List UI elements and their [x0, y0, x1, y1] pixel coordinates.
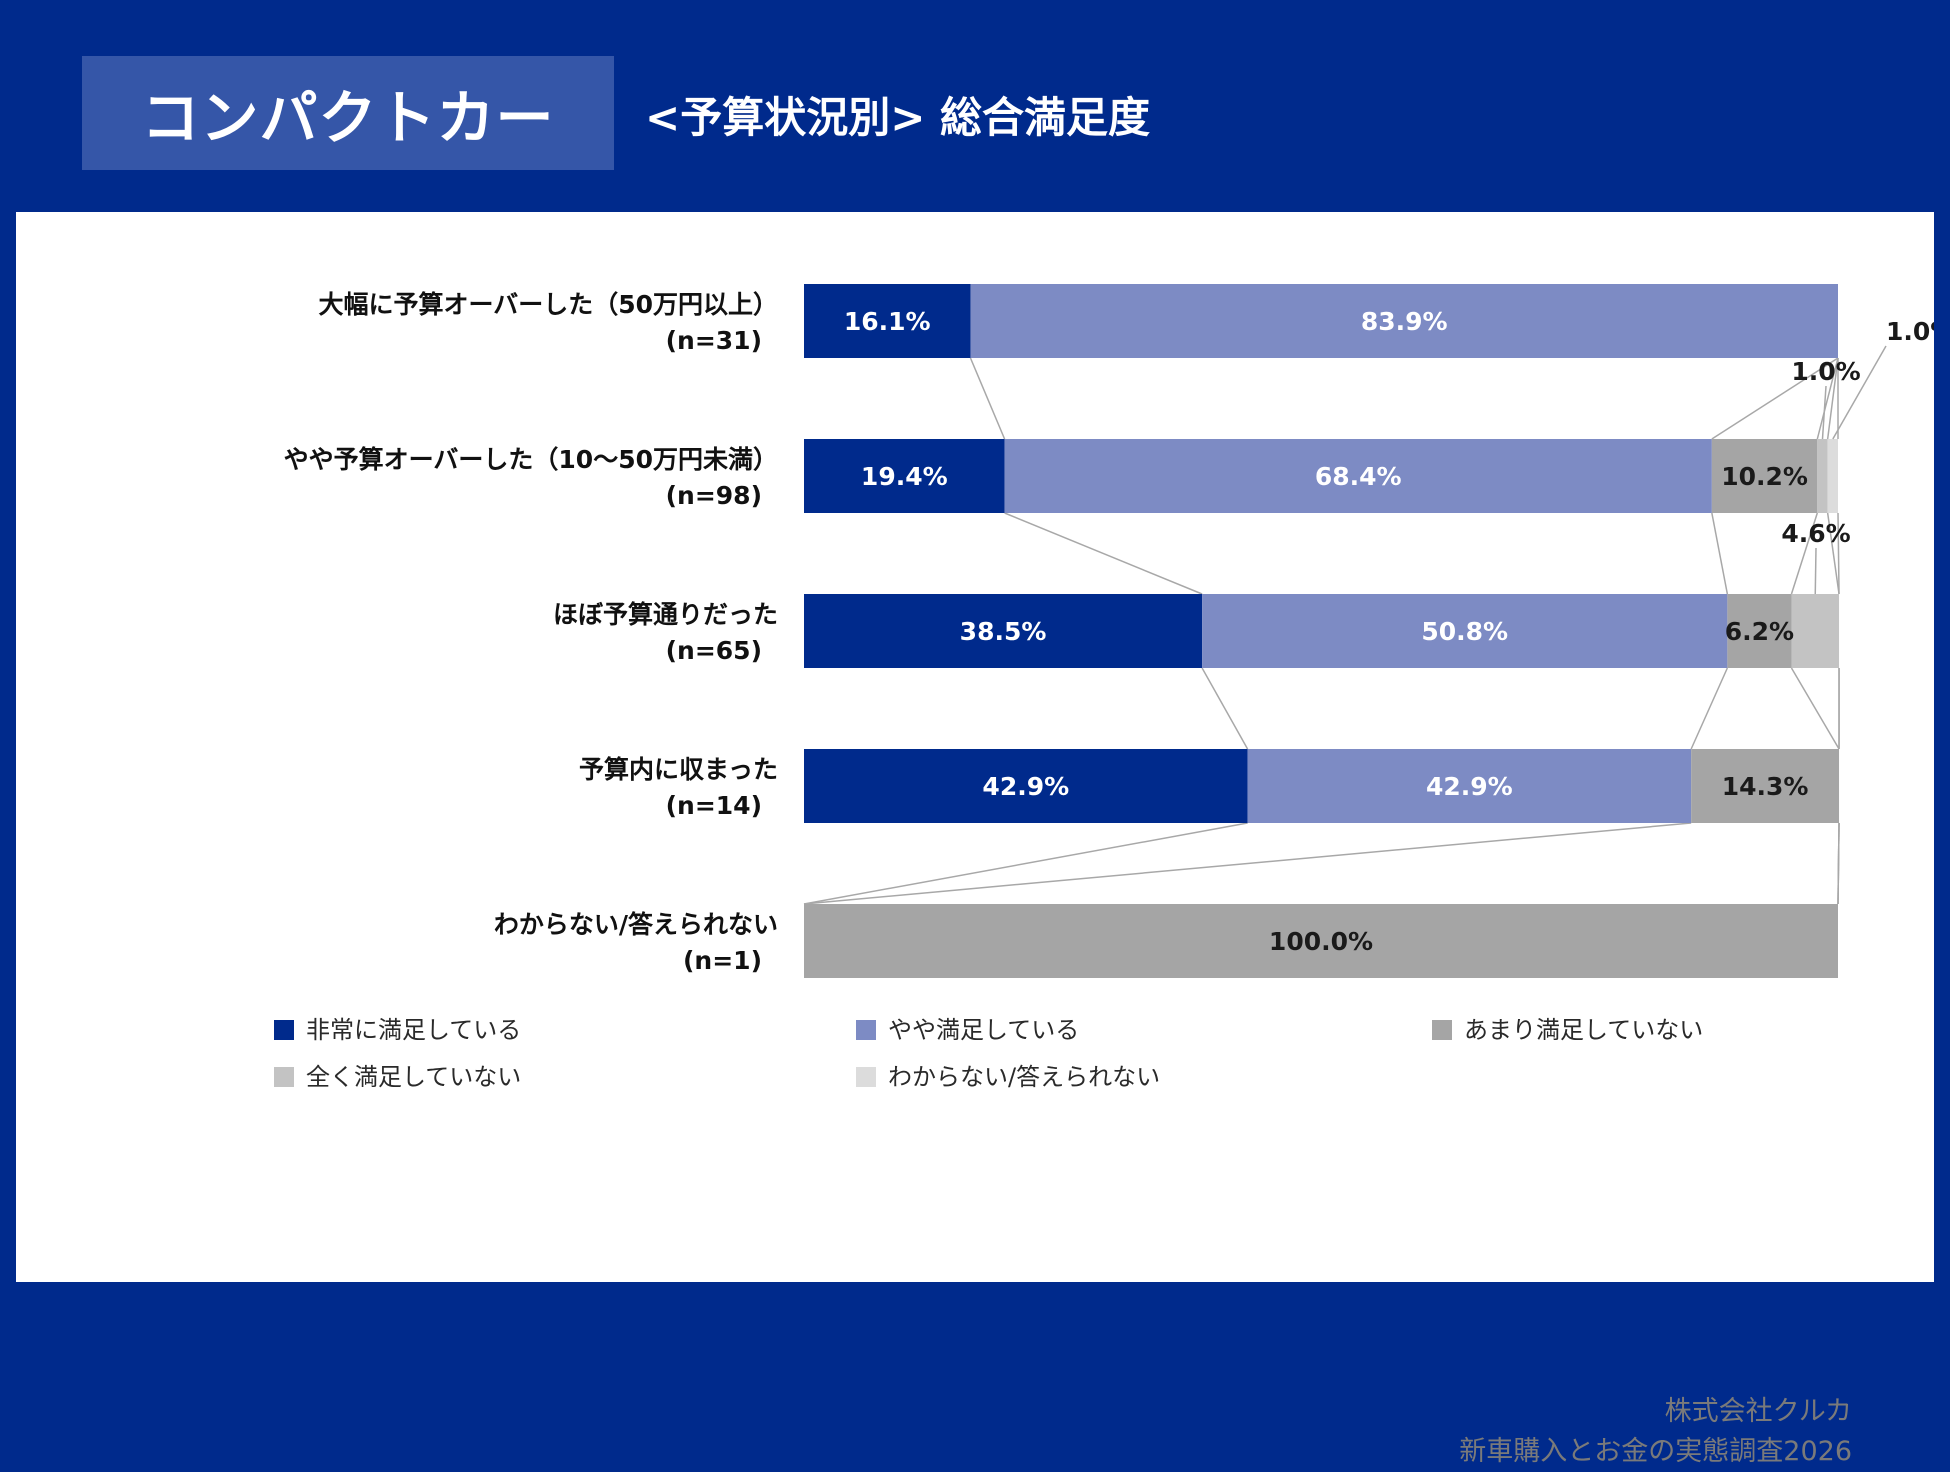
chart-panel: 16.1% 83.9% 19.4% 68.4% 10.2% 38.5% 50.8% 6.2% 4…	[16, 212, 1934, 1467]
company-name: 株式会社クルカ	[1664, 1396, 1852, 1427]
bar-segment	[804, 439, 1005, 513]
bar-segment	[1711, 439, 1818, 513]
legend-swatch	[856, 1020, 876, 1040]
category-n-label: (n=1)	[683, 946, 762, 975]
callout-leader	[1814, 547, 1817, 595]
bar-segment	[804, 749, 1248, 823]
callout-label: 4.6%	[1781, 519, 1850, 548]
legend-swatch	[274, 1067, 294, 1087]
data-label: 16.1%	[844, 307, 931, 336]
series-line	[1837, 512, 1840, 595]
data-label: 42.9%	[1426, 772, 1513, 801]
bar-segment	[970, 284, 1838, 358]
series-line	[1201, 667, 1249, 750]
chart-subtitle: <予算状況別> 総合満足度	[645, 92, 1151, 142]
bar-segment	[1791, 594, 1840, 668]
category-label: やや予算オーバーした（10～50万円未満）	[284, 445, 778, 474]
series-line	[1711, 512, 1729, 595]
series-line	[969, 357, 1006, 440]
series-line	[1816, 357, 1839, 440]
bar-segment	[1827, 439, 1838, 513]
page-title: コンパクトカー	[82, 56, 614, 170]
bar-segment	[1004, 439, 1712, 513]
legend-swatch	[856, 1067, 876, 1087]
bar-segment	[1691, 749, 1840, 823]
category-n-label: (n=65)	[666, 636, 762, 665]
data-label: 42.9%	[982, 772, 1069, 801]
bar-segment	[1727, 594, 1792, 668]
data-label: 6.2%	[1725, 617, 1794, 646]
legend-label: わからない/答えられない	[888, 1063, 1160, 1091]
callout-label: 1.0%	[1791, 357, 1860, 386]
bar-segment	[1817, 439, 1828, 513]
series-line	[1690, 667, 1729, 750]
bar-segment	[804, 594, 1203, 668]
callout-leader	[1832, 345, 1887, 440]
data-label: 10.2%	[1721, 462, 1808, 491]
data-label: 50.8%	[1421, 617, 1508, 646]
legend-label: やや満足している	[888, 1016, 1079, 1044]
category-label: 予算内に収まった	[579, 755, 778, 784]
series-line	[1826, 357, 1839, 440]
category-label: わからない/答えられない	[494, 910, 778, 939]
data-label: 100.0%	[1269, 927, 1373, 956]
legend-label: あまり満足していない	[1464, 1016, 1703, 1044]
stacked-bar-chart: 16.1% 83.9% 19.4% 68.4% 10.2% 38.5% 50.8% 6.2% 4…	[274, 284, 1934, 1091]
data-label: 14.3%	[1722, 772, 1809, 801]
series-line	[1826, 512, 1840, 595]
callout-label: 1.0%	[1886, 317, 1934, 346]
series-line	[1790, 512, 1819, 595]
legend-swatch	[274, 1020, 294, 1040]
survey-name: 新車購入とお金の実態調査2026	[1459, 1436, 1852, 1467]
series-line	[803, 822, 1248, 905]
callout-leader	[1821, 385, 1827, 440]
series-line	[1790, 667, 1840, 750]
data-label: 83.9%	[1361, 307, 1448, 336]
series-line	[1711, 357, 1839, 440]
legend-swatch	[1432, 1020, 1452, 1040]
legend-label: 非常に満足している	[306, 1016, 521, 1044]
bar-segment	[804, 284, 971, 358]
category-label: 大幅に予算オーバーした（50万円以上）	[318, 290, 778, 319]
series-line	[1004, 512, 1203, 595]
category-n-label: (n=14)	[666, 791, 762, 820]
legend-label: 全く満足していない	[306, 1063, 521, 1091]
category-n-label: (n=31)	[666, 326, 762, 355]
source-credit: 株式会社クルカ 新車購入とお金の実態調査2026	[1459, 1392, 1852, 1472]
series-line	[1837, 822, 1840, 905]
category-n-label: (n=98)	[666, 481, 762, 510]
bar-segment	[804, 904, 1838, 978]
data-label: 38.5%	[960, 617, 1047, 646]
data-label: 19.4%	[861, 462, 948, 491]
data-label: 68.4%	[1315, 462, 1402, 491]
series-line	[803, 822, 1692, 905]
bar-segment	[1247, 749, 1692, 823]
category-label: ほぼ予算通りだった	[553, 600, 778, 629]
bar-segment	[1202, 594, 1728, 668]
